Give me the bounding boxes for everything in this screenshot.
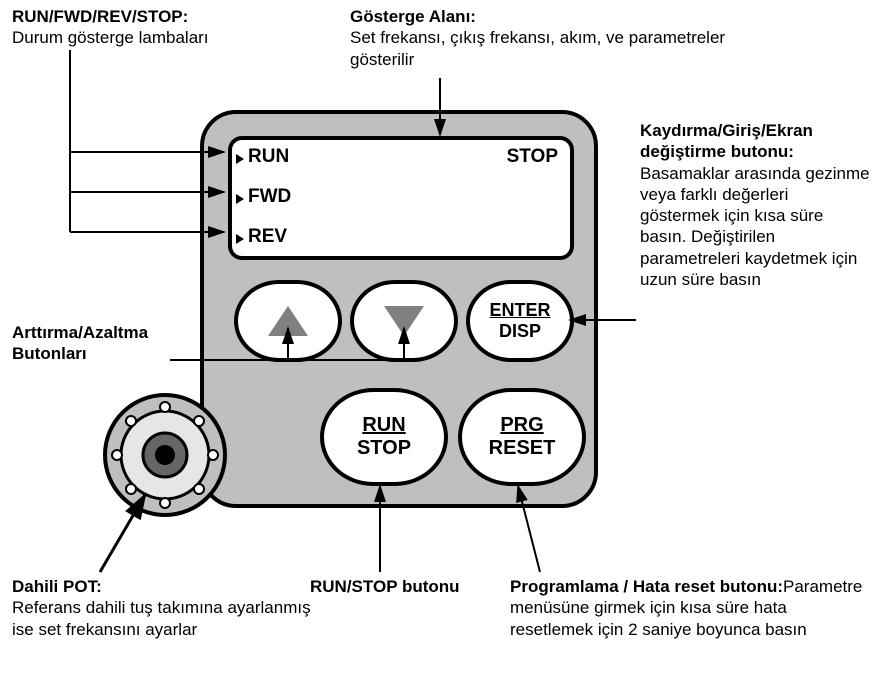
down-button[interactable] [350,280,458,362]
disp-text: DISP [499,321,541,342]
enter-disp-button[interactable]: ENTER DISP [466,280,574,362]
down-arrow-icon [384,306,424,336]
runstop-title: RUN/STOP butonu [310,577,460,596]
pot-label: Dahili POT: Referans dahili tuş takımına… [12,576,312,640]
display-stop-text: STOP [507,146,558,168]
status-leds-label: RUN/FWD/REV/STOP: Durum gösterge lambala… [12,6,342,49]
updown-label: Arttırma/Azaltma Butonları [12,322,192,365]
up-button[interactable] [234,280,342,362]
pot-icon [100,390,230,520]
stop-text: STOP [357,437,411,460]
fwd-led-icon [236,194,244,204]
status-leds-title: RUN/FWD/REV/STOP: [12,7,188,26]
run-text: RUN [362,414,405,437]
status-leds-desc: Durum gösterge lambaları [12,28,209,47]
pot-desc: Referans dahili tuş takımına ayarlanmış … [12,598,311,638]
display-run-text: RUN [248,146,289,168]
run-stop-button[interactable]: RUN STOP [320,388,448,486]
prg-reset-button[interactable]: PRG RESET [458,388,586,486]
display-rev-text: REV [248,226,287,248]
potentiometer[interactable] [100,390,230,520]
display-area-label: Gösterge Alanı: Set frekansı, çıkış frek… [350,6,770,70]
runstop-label: RUN/STOP butonu [310,576,500,597]
enter-text: ENTER [489,300,550,321]
prg-label: Programlama / Hata reset butonu:Parametr… [510,576,870,640]
reset-text: RESET [489,437,556,460]
prg-text: PRG [500,414,543,437]
display-fwd-text: FWD [248,186,291,208]
up-arrow-icon [268,306,308,336]
lcd-display: RUN FWD REV STOP [228,136,574,260]
run-led-icon [236,154,244,164]
updown-title: Arttırma/Azaltma Butonları [12,323,148,363]
enter-disp-label: Kaydırma/Giriş/Ekran değiştirme butonu: … [640,120,870,290]
rev-led-icon [236,234,244,244]
keypad-panel: RUN FWD REV STOP ENTER DISP RUN STOP PRG… [200,110,598,508]
prg-title: Programlama / Hata reset butonu: [510,577,783,596]
display-area-title: Gösterge Alanı: [350,7,476,26]
enter-disp-title: Kaydırma/Giriş/Ekran değiştirme butonu: [640,121,813,161]
enter-disp-desc: Basamaklar arasında gezinme veya farklı … [640,164,870,289]
pot-title: Dahili POT: [12,577,102,596]
display-area-desc: Set frekansı, çıkış frekansı, akım, ve p… [350,28,725,68]
